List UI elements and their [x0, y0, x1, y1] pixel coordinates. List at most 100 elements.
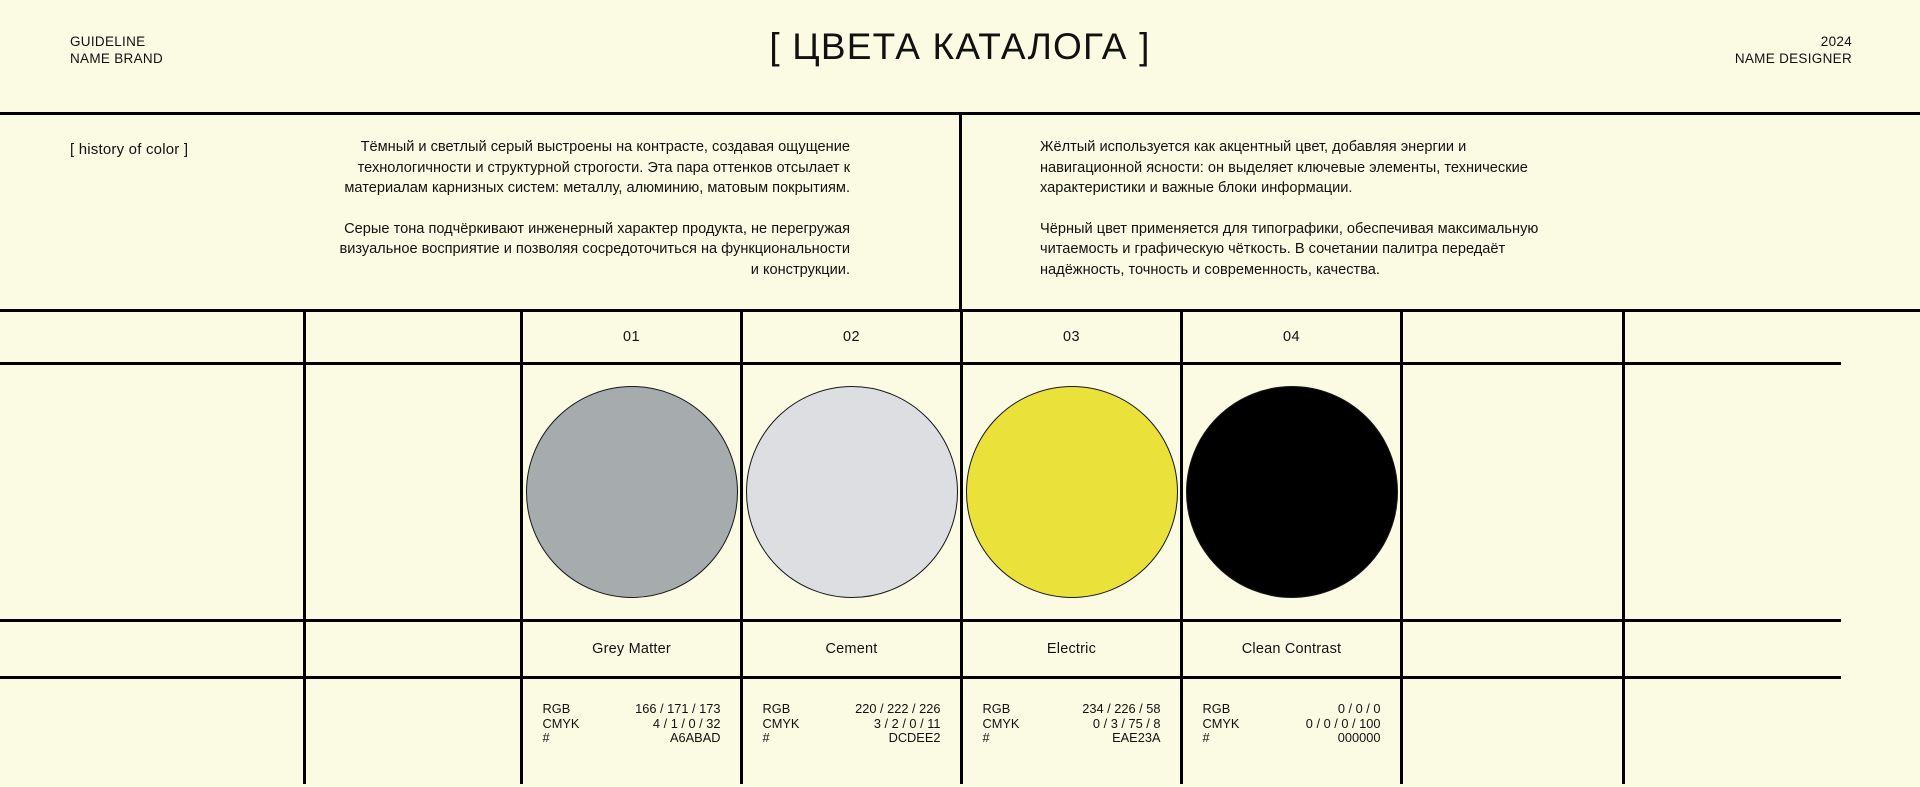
color-circle[interactable]	[525, 386, 738, 598]
brand-name-label: NAME BRAND	[70, 51, 164, 66]
grid-spacer-column-1	[0, 312, 306, 784]
swatch-number: 01	[623, 329, 640, 345]
swatch-column-03[interactable]: 03 Electric RGB 234 / 226 / 58 CMYK 0 / …	[963, 312, 1183, 784]
swatch-grid: 01 Grey Matter RGB 166 / 171 / 173 CMYK …	[0, 312, 1920, 784]
swatch-circle-cell	[743, 365, 960, 622]
black-paragraph-2: Чёрный цвет применяется для типографики,…	[1040, 220, 1539, 278]
swatch-name-cell: Grey Matter	[523, 622, 740, 679]
hex-row: # EAE23A	[983, 731, 1161, 746]
rgb-value: 0 / 0 / 0	[1337, 701, 1381, 716]
swatch-column-02[interactable]: 02 Cement RGB 220 / 222 / 226 CMYK 3 / 2…	[743, 312, 963, 784]
description-band: [ history of color ] Тёмный и светлый се…	[0, 115, 1920, 312]
cmyk-row: CMYK 0 / 3 / 75 / 8	[982, 715, 1161, 732]
rgb-row: RGB 0 / 0 / 0	[1202, 701, 1381, 717]
color-values-block: RGB 166 / 171 / 173 CMYK 4 / 1 / 0 / 32 …	[542, 701, 721, 746]
hex-row: # DCDEE2	[763, 731, 941, 746]
swatch-circle-cell	[1183, 365, 1400, 622]
year-label: 2024	[1820, 34, 1852, 49]
swatch-column-04[interactable]: 04 Clean Contrast RGB 0 / 0 / 0 CMYK 0 /…	[1183, 312, 1403, 784]
color-values-block: RGB 234 / 226 / 58 CMYK 0 / 3 / 75 / 8 #…	[982, 701, 1161, 746]
swatch-name-cell: Clean Contrast	[1183, 622, 1400, 679]
grey-description-text: Тёмный и светлый серый выстроены на конт…	[330, 137, 851, 280]
spacer-cell	[306, 365, 520, 622]
color-values-block: RGB 0 / 0 / 0 CMYK 0 / 0 / 0 / 100 # 000…	[1202, 701, 1381, 746]
spacer-cell	[1625, 312, 1841, 365]
yellow-paragraph-1: Жёлтый используется как акцентный цвет, …	[1040, 139, 1528, 196]
spacer-cell	[1625, 365, 1841, 622]
swatch-name-cell: Electric	[963, 622, 1180, 679]
swatch-number-cell: 04	[1183, 312, 1400, 365]
swatch-number-cell: 02	[743, 312, 960, 365]
spacer-cell	[1625, 679, 1841, 784]
brand-block: GUIDELINE NAME BRAND	[70, 33, 163, 67]
cmyk-value: 0 / 3 / 75 / 8	[1092, 715, 1161, 731]
spacer-cell	[1403, 679, 1622, 784]
swatch-number-cell: 01	[523, 312, 740, 365]
cmyk-row: CMYK 4 / 1 / 0 / 32	[542, 715, 721, 732]
hex-value: 000000	[1337, 730, 1381, 746]
spacer-cell	[0, 365, 303, 622]
swatch-name: Electric	[1046, 641, 1097, 657]
grey-paragraph-2: Серые тона подчёркивают инженерный харак…	[339, 220, 851, 278]
spacer-cell	[0, 622, 303, 679]
grid-spacer-column-4	[1625, 312, 1841, 784]
cmyk-label: CMYK	[1202, 715, 1240, 731]
spacer-cell	[306, 679, 520, 784]
cmyk-label: CMYK	[982, 715, 1020, 731]
rgb-row: RGB 234 / 226 / 58	[983, 701, 1161, 717]
rgb-value: 220 / 222 / 226	[855, 701, 941, 716]
color-values-block: RGB 220 / 222 / 226 CMYK 3 / 2 / 0 / 11 …	[762, 701, 941, 746]
swatch-name-cell: Cement	[743, 622, 960, 679]
spacer-cell	[306, 312, 520, 365]
accent-description-text: Жёлтый используется как акцентный цвет, …	[1040, 137, 1540, 280]
swatch-name: Clean Contrast	[1241, 641, 1342, 657]
hex-row: # A6ABAD	[543, 731, 721, 746]
swatch-number-cell: 03	[963, 312, 1180, 365]
cmyk-label: CMYK	[542, 715, 580, 731]
rgb-value: 234 / 226 / 58	[1082, 701, 1161, 716]
cmyk-row: CMYK 0 / 0 / 0 / 100	[1202, 715, 1381, 732]
rgb-row: RGB 220 / 222 / 226	[762, 701, 941, 717]
rgb-value: 166 / 171 / 173	[635, 701, 721, 716]
hex-label: #	[762, 730, 770, 746]
swatch-name: Cement	[825, 641, 878, 657]
hex-label: #	[982, 730, 990, 746]
description-left-cell: [ history of color ] Тёмный и светлый се…	[0, 115, 962, 309]
swatch-values-cell: RGB 234 / 226 / 58 CMYK 0 / 3 / 75 / 8 #…	[963, 679, 1180, 784]
swatch-values-cell: RGB 220 / 222 / 226 CMYK 3 / 2 / 0 / 11 …	[743, 679, 960, 784]
color-circle[interactable]	[1185, 386, 1398, 598]
cmyk-label: CMYK	[762, 715, 800, 731]
hex-value: EAE23A	[1112, 730, 1161, 746]
page-title: [ ЦВЕТА КАТАЛОГА ]	[769, 26, 1151, 67]
swatch-values-cell: RGB 166 / 171 / 173 CMYK 4 / 1 / 0 / 32 …	[523, 679, 740, 784]
spacer-cell	[1403, 622, 1622, 679]
swatch-number: 04	[1283, 329, 1300, 345]
spacer-cell	[1403, 312, 1622, 365]
hex-label: #	[542, 730, 550, 746]
color-circle[interactable]	[745, 386, 958, 598]
cmyk-value: 0 / 0 / 0 / 100	[1305, 715, 1381, 731]
cmyk-value: 4 / 1 / 0 / 32	[652, 715, 721, 731]
spacer-cell	[306, 622, 520, 679]
swatch-name: Grey Matter	[592, 641, 671, 657]
cmyk-value: 3 / 2 / 0 / 11	[873, 715, 941, 731]
swatch-column-01[interactable]: 01 Grey Matter RGB 166 / 171 / 173 CMYK …	[523, 312, 743, 784]
hex-value: DCDEE2	[888, 730, 941, 746]
grid-spacer-column-2	[306, 312, 523, 784]
brand-guideline-label: GUIDELINE	[70, 34, 146, 49]
spacer-cell	[0, 312, 303, 365]
swatch-number: 03	[1063, 329, 1080, 345]
rgb-label: RGB	[1202, 701, 1231, 716]
page-header: GUIDELINE NAME BRAND [ ЦВЕТА КАТАЛОГА ] …	[0, 0, 1920, 115]
rgb-label: RGB	[762, 701, 791, 716]
spacer-cell	[1625, 622, 1841, 679]
swatch-number: 02	[843, 329, 860, 345]
color-circle[interactable]	[965, 386, 1178, 598]
grid-spacer-column-3	[1403, 312, 1625, 784]
history-of-color-tag: [ history of color ]	[70, 141, 189, 158]
description-right-cell: Жёлтый используется как акцентный цвет, …	[962, 115, 1920, 309]
rgb-label: RGB	[542, 701, 571, 716]
spacer-cell	[1403, 365, 1622, 622]
rgb-row: RGB 166 / 171 / 173	[542, 701, 721, 717]
